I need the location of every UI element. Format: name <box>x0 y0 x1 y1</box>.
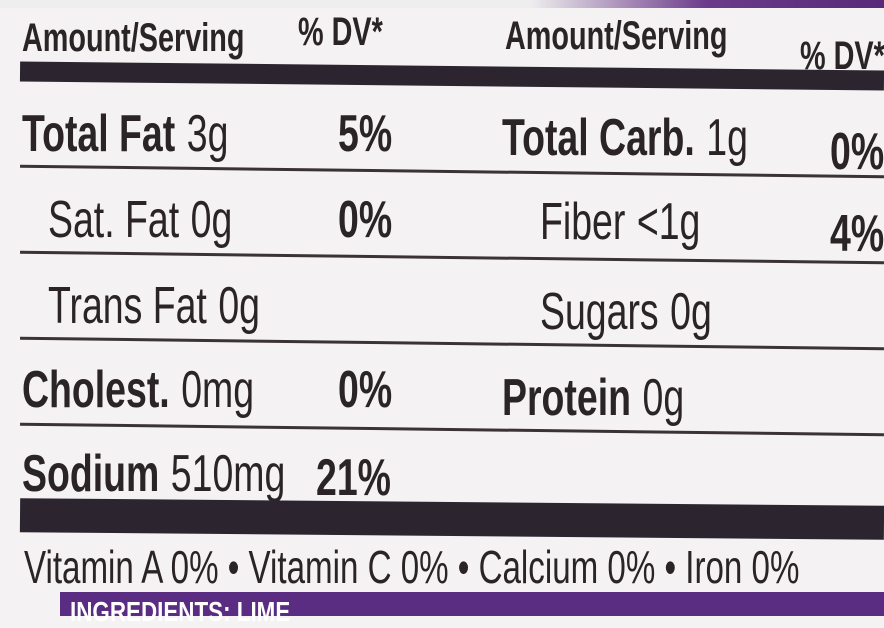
header-amount-left: Amount/Serving <box>22 16 245 60</box>
thick-divider-top <box>19 61 884 91</box>
nutrient-amount: 0mg <box>181 361 255 419</box>
nutrient-name: Sat. Fat <box>48 191 180 249</box>
nutrient-dv: 0% <box>830 123 884 181</box>
nutrient-amount: 0g <box>218 277 260 335</box>
nutrient-name: Cholest. <box>22 361 170 419</box>
nutrient-dv: 4% <box>830 205 884 263</box>
nutrient-amount: <1g <box>636 193 701 251</box>
nutrient-amount: 1g <box>706 109 748 167</box>
nutrient-label: Trans Fat 0g <box>48 280 260 332</box>
thick-divider-bottom <box>19 498 884 540</box>
nutrient-amount: 0g <box>642 369 685 427</box>
row-divider <box>20 250 884 265</box>
nutrient-label: Cholest. 0mg <box>22 364 254 416</box>
ingredients-heading: INGREDIENTS: LIME <box>70 596 291 627</box>
nutrient-label: Protein 0g <box>502 372 684 424</box>
vitamins-line: Vitamin A 0% • Vitamin C 0% • Calcium 0%… <box>24 541 800 593</box>
package-top-edge <box>0 0 884 8</box>
header-amount-right: Amount/Serving <box>505 14 728 58</box>
nutrient-label: Sodium 510mg <box>22 448 285 500</box>
nutrient-label: Sugars 0g <box>540 286 712 338</box>
header-dv-left: % DV* <box>298 10 383 54</box>
row-divider <box>20 164 884 179</box>
nutrient-amount: 3g <box>186 105 229 163</box>
nutrient-dv: 0% <box>338 191 393 249</box>
nutrient-dv: 21% <box>316 449 391 507</box>
nutrient-name: Total Carb. <box>502 109 695 167</box>
nutrient-name: Protein <box>502 369 631 427</box>
row-divider <box>20 336 884 351</box>
nutrient-dv: 0% <box>338 361 393 419</box>
nutrient-label: Total Carb. 1g <box>502 112 748 164</box>
nutrient-amount: 0g <box>190 191 233 249</box>
row-divider <box>20 422 884 437</box>
nutrient-name: Total Fat <box>22 105 176 163</box>
nutrient-name: Sugars <box>540 283 659 341</box>
nutrient-dv: 5% <box>338 105 393 163</box>
nutrient-amount: 0g <box>670 283 712 341</box>
nutrient-name: Trans Fat <box>48 277 207 335</box>
nutrient-name: Fiber <box>540 193 626 251</box>
nutrient-label: Sat. Fat 0g <box>48 194 232 246</box>
nutrient-name: Sodium <box>22 445 160 503</box>
ingredients-band <box>60 592 884 616</box>
nutrient-label: Total Fat 3g <box>22 108 228 160</box>
nutrient-label: Fiber <1g <box>540 196 700 248</box>
nutrient-amount: 510mg <box>170 445 286 503</box>
